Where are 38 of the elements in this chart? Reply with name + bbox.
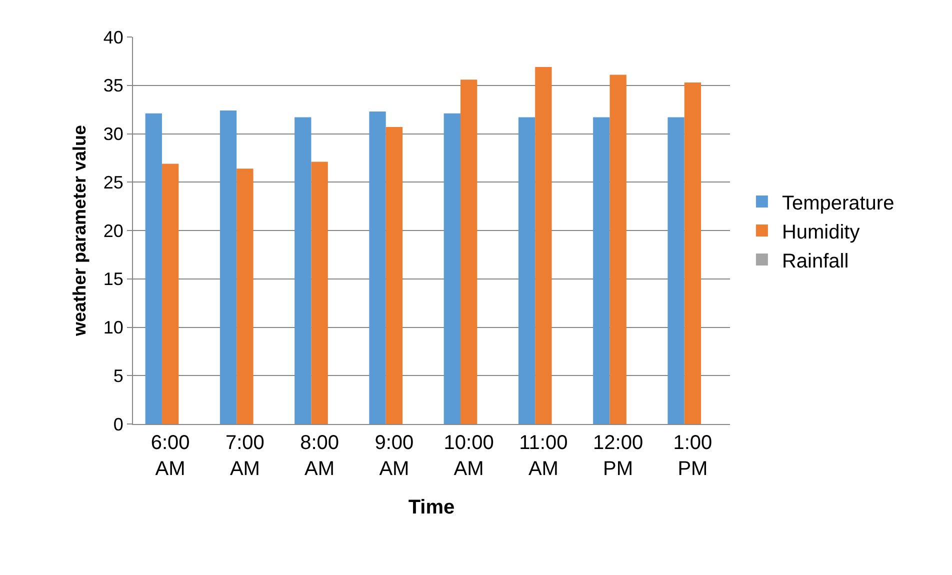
bar bbox=[145, 113, 162, 424]
x-tick-label: 11:00 AM bbox=[519, 432, 568, 480]
y-tick-label: 30 bbox=[103, 124, 124, 144]
bar bbox=[162, 164, 179, 424]
y-tick-label: 35 bbox=[103, 76, 124, 96]
x-tick-label: 6:00 AM bbox=[150, 432, 190, 480]
bar bbox=[311, 162, 328, 424]
x-tick-label: 8:00 AM bbox=[300, 432, 340, 480]
x-tick-label: 10:00 AM bbox=[444, 432, 494, 480]
legend-label: Rainfall bbox=[782, 250, 849, 272]
y-tick-label: 0 bbox=[113, 414, 124, 434]
bar bbox=[369, 112, 386, 424]
legend-label: Temperature bbox=[782, 192, 894, 214]
y-tick-label: 20 bbox=[103, 220, 124, 241]
bar bbox=[294, 117, 312, 424]
x-tick-label: 12:00 PM bbox=[593, 432, 644, 480]
bar bbox=[668, 117, 684, 424]
y-tick-label: 15 bbox=[103, 269, 124, 290]
bar bbox=[610, 74, 626, 424]
bar bbox=[236, 168, 254, 424]
x-tick-label: 1:00 PM bbox=[673, 432, 712, 480]
legend-label: Humidity bbox=[782, 221, 860, 244]
y-tick-label: 25 bbox=[103, 172, 124, 192]
bar bbox=[460, 80, 478, 424]
bar bbox=[518, 117, 536, 424]
bar bbox=[220, 110, 237, 424]
y-tick-label: 40 bbox=[103, 27, 124, 48]
y-tick-label: 10 bbox=[103, 318, 124, 338]
bar bbox=[684, 82, 702, 424]
x-axis-title: Time bbox=[408, 496, 455, 518]
bar bbox=[535, 66, 552, 424]
x-tick-label: 9:00 AM bbox=[374, 432, 414, 480]
x-tick-label: 7:00 AM bbox=[225, 432, 264, 480]
y-tick-label: 5 bbox=[113, 366, 124, 386]
y-axis-title: weather parameter value bbox=[70, 124, 90, 338]
bar bbox=[593, 117, 610, 424]
bar bbox=[444, 113, 460, 424]
bar bbox=[386, 126, 403, 424]
